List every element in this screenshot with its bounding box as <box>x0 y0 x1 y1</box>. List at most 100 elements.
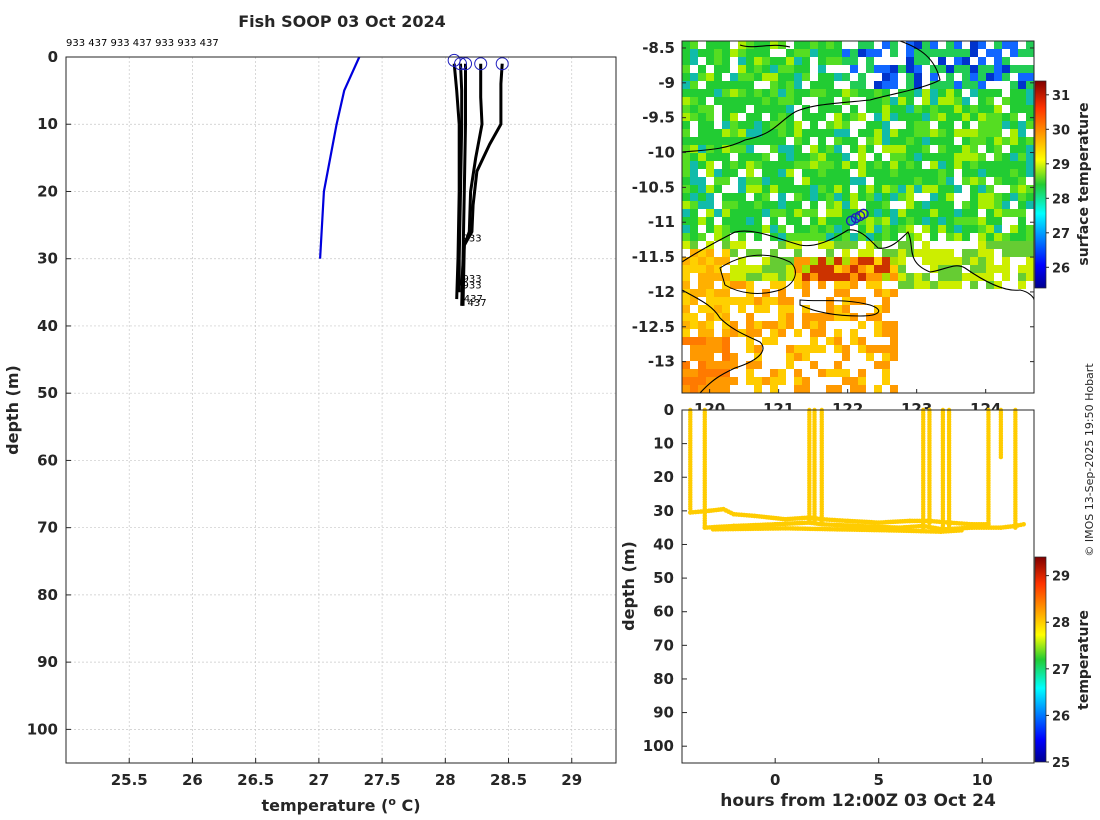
map-sst-cell <box>818 201 826 209</box>
map-sst-cell <box>1010 353 1018 361</box>
map-sst-cell <box>858 73 866 81</box>
map-sst-cell <box>818 337 826 345</box>
map-sst-cell <box>994 289 1002 297</box>
map-sst-cell <box>826 81 834 89</box>
map-sst-cell <box>682 241 690 249</box>
map-sst-cell <box>1010 273 1018 281</box>
map-sst-cell <box>986 105 994 113</box>
map-sst-cell <box>954 137 962 145</box>
map-sst-cell <box>786 281 794 289</box>
map-sst-cell <box>898 257 906 265</box>
map-sst-cell <box>858 241 866 249</box>
map-sst-cell <box>1010 337 1018 345</box>
map-sst-cell <box>858 353 866 361</box>
map-sst-cell <box>706 73 714 81</box>
map-sst-cell <box>930 353 938 361</box>
map-sst-cell <box>938 257 946 265</box>
map-sst-cell <box>834 209 842 217</box>
map-sst-cell <box>922 329 930 337</box>
map-sst-cell <box>818 321 826 329</box>
map-sst-cell <box>986 129 994 137</box>
map-sst-cell <box>722 105 730 113</box>
map-sst-cell <box>890 97 898 105</box>
map-sst-cell <box>698 145 706 153</box>
map-sst-cell <box>794 337 802 345</box>
map-sst-cell <box>906 257 914 265</box>
map-sst-cell <box>858 289 866 297</box>
map-sst-cell <box>866 185 874 193</box>
map-sst-cell <box>938 273 946 281</box>
map-sst-cell <box>978 193 986 201</box>
map-sst-cell <box>890 169 898 177</box>
map-sst-cell <box>842 289 850 297</box>
map-sst-cell <box>794 153 802 161</box>
map-sst-cell <box>914 241 922 249</box>
map-sst-cell <box>1018 49 1026 57</box>
map-sst-cell <box>690 145 698 153</box>
map-sst-cell <box>794 305 802 313</box>
map-sst-cell <box>850 81 858 89</box>
map-sst-cell <box>858 201 866 209</box>
map-sst-cell <box>682 305 690 313</box>
map-sst-cell <box>786 209 794 217</box>
profile-markers <box>447 53 509 71</box>
map-sst-cell <box>850 145 858 153</box>
map-sst-cell <box>1026 81 1034 89</box>
map-sst-cell <box>850 225 858 233</box>
map-sst-cell <box>1026 129 1034 137</box>
map-sst-cell <box>930 321 938 329</box>
map-sst-cell <box>754 57 762 65</box>
map-sst-cell <box>810 97 818 105</box>
map-sst-cell <box>978 321 986 329</box>
map-sst-cell <box>914 41 922 49</box>
map-sst-cell <box>826 321 834 329</box>
map-sst-cell <box>970 353 978 361</box>
map-sst-cell <box>690 73 698 81</box>
map-sst-cell <box>834 201 842 209</box>
map-sst-cell <box>698 193 706 201</box>
map-sst-cell <box>690 97 698 105</box>
map-sst-cell <box>730 265 738 273</box>
map-sst-cell <box>714 369 722 377</box>
map-sst-cell <box>906 193 914 201</box>
map-sst-cell <box>698 121 706 129</box>
map-sst-cell <box>890 265 898 273</box>
map-sst-cell <box>818 209 826 217</box>
map-sst-cell <box>786 105 794 113</box>
map-sst-cell <box>682 153 690 161</box>
map-sst-cell <box>898 385 906 393</box>
map-sst-cell <box>930 145 938 153</box>
map-sst-cell <box>770 257 778 265</box>
map-y-tick-label: -10 <box>648 144 675 162</box>
map-sst-cell <box>746 313 754 321</box>
map-sst-cell <box>690 209 698 217</box>
map-sst-cell <box>714 113 722 121</box>
map-sst-cell <box>1018 185 1026 193</box>
map-sst-cell <box>1018 337 1026 345</box>
map-sst-cell <box>1026 49 1034 57</box>
map-sst-cell <box>906 265 914 273</box>
map-sst-cell <box>890 361 898 369</box>
map-sst-cell <box>874 369 882 377</box>
map-sst-cell <box>890 89 898 97</box>
map-sst-cell <box>770 57 778 65</box>
map-sst-cell <box>690 385 698 393</box>
copyright-notice: © IMOS 13-Sep-2025 19:50 Hobart <box>1083 363 1096 557</box>
map-sst-cell <box>946 177 954 185</box>
map-sst-cell <box>970 337 978 345</box>
map-sst-cell <box>778 177 786 185</box>
map-sst-cell <box>690 321 698 329</box>
profile-end-label: 437 <box>464 294 483 305</box>
map-sst-cell <box>842 169 850 177</box>
map-sst-cell <box>818 353 826 361</box>
map-sst-cell <box>682 73 690 81</box>
map-sst-cell <box>986 257 994 265</box>
map-sst-cell <box>970 361 978 369</box>
map-sst-cell <box>770 153 778 161</box>
map-sst-cell <box>938 241 946 249</box>
map-sst-cell <box>1010 169 1018 177</box>
map-sst-cell <box>730 185 738 193</box>
map-sst-cell <box>762 193 770 201</box>
map-sst-cell <box>778 81 786 89</box>
map-sst-cell <box>690 49 698 57</box>
